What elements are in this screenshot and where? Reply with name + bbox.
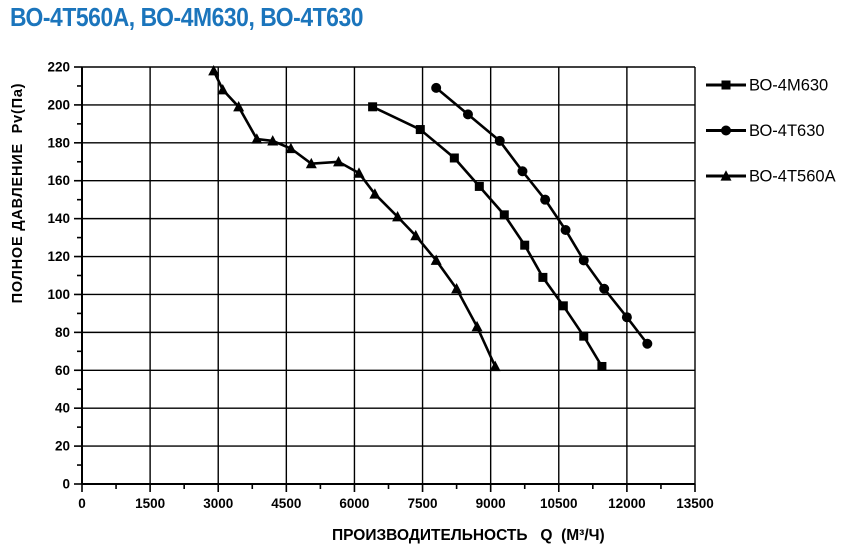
x-axis-label: ПРОИЗВОДИТЕЛЬНОСТЬ Q (М³/Ч) xyxy=(332,527,605,544)
legend-label: ВО-4М630 xyxy=(749,77,828,95)
circle-marker xyxy=(540,194,551,205)
y-tick-label: 80 xyxy=(55,325,70,340)
legend-item-vo-4t630: ВО-4Т630 xyxy=(706,122,825,140)
x-tick-label: 10500 xyxy=(540,496,578,511)
circle-marker xyxy=(721,125,731,136)
chart-title: ВО-4Т560А, ВО-4М630, ВО-4Т630 xyxy=(10,2,364,32)
square-marker xyxy=(721,80,731,90)
y-tick-label: 220 xyxy=(47,60,70,75)
x-tick-labels: 0 1500 3000 4500 6000 7500 9000 10500 12000 13500 xyxy=(78,496,714,511)
triangle-marker xyxy=(217,83,229,95)
triangle-marker xyxy=(285,142,297,154)
series-vo-4t630 xyxy=(431,82,653,349)
square-marker xyxy=(520,240,530,250)
circle-marker xyxy=(578,255,589,266)
series-line xyxy=(212,70,497,368)
circle-marker xyxy=(431,82,442,93)
triangle-marker xyxy=(720,170,732,181)
y-tick-label: 60 xyxy=(55,363,70,378)
triangle-marker xyxy=(410,229,422,241)
x-tick-label: 4500 xyxy=(271,496,301,511)
square-marker xyxy=(558,301,568,311)
square-marker xyxy=(579,331,589,341)
y-tick-label: 0 xyxy=(62,477,70,492)
circle-marker xyxy=(517,166,528,177)
square-marker xyxy=(415,125,425,135)
y-tick-label: 180 xyxy=(47,135,70,150)
triangle-marker xyxy=(267,135,279,146)
x-tick-label: 12000 xyxy=(608,496,646,511)
legend: ВО-4М630 ВО-4Т630 ВО-4Т560А xyxy=(706,77,836,186)
triangle-marker xyxy=(233,101,245,112)
triangle-marker xyxy=(208,64,220,76)
y-tick-labels: 0 20 40 60 80 100 120 140 160 180 200 220 xyxy=(47,60,70,492)
triangle-marker xyxy=(353,167,365,178)
y-tick-label: 40 xyxy=(55,401,70,416)
square-marker xyxy=(368,102,378,112)
x-tick-label: 0 xyxy=(78,496,86,511)
triangle-marker xyxy=(305,157,317,169)
series-vo-4m630 xyxy=(368,102,607,371)
legend-label: ВО-4Т560А xyxy=(749,168,836,186)
axes xyxy=(81,67,695,485)
square-marker xyxy=(449,153,459,163)
square-marker xyxy=(538,272,548,282)
triangle-marker xyxy=(392,210,404,222)
y-tick-label: 100 xyxy=(47,287,70,302)
triangle-marker xyxy=(451,282,463,294)
series-vo-4t560a xyxy=(208,64,501,372)
y-tick-label: 160 xyxy=(47,173,70,188)
axis-ticks xyxy=(74,66,696,492)
circle-marker xyxy=(642,338,653,349)
square-marker xyxy=(474,181,484,191)
series-line xyxy=(372,105,604,368)
grid xyxy=(81,66,696,485)
legend-item-vo-4t560a: ВО-4Т560А xyxy=(706,168,836,186)
x-tick-label: 7500 xyxy=(408,496,438,511)
y-tick-label: 20 xyxy=(55,439,70,454)
x-tick-label: 9000 xyxy=(476,496,506,511)
circle-marker xyxy=(621,312,632,323)
x-tick-label: 3000 xyxy=(203,496,233,511)
y-tick-label: 120 xyxy=(47,249,70,264)
triangle-marker xyxy=(333,155,345,167)
x-tick-label: 13500 xyxy=(676,496,714,511)
x-tick-label: 6000 xyxy=(339,496,369,511)
square-marker xyxy=(597,361,607,371)
legend-label: ВО-4Т630 xyxy=(749,122,825,140)
circle-marker xyxy=(462,109,473,120)
triangle-marker xyxy=(251,133,263,144)
series-line xyxy=(435,86,649,345)
y-axis-label: ПОЛНОЕ ДАВЛЕНИЕ Pv(Па) xyxy=(10,83,26,304)
circle-marker xyxy=(599,283,610,294)
x-tick-label: 1500 xyxy=(135,496,165,511)
triangle-marker xyxy=(369,188,381,199)
y-tick-label: 140 xyxy=(47,211,70,226)
triangle-marker xyxy=(430,254,442,265)
circle-marker xyxy=(494,135,505,146)
circle-marker xyxy=(560,225,571,236)
square-marker xyxy=(499,210,509,220)
triangle-marker xyxy=(471,320,483,332)
triangle-marker xyxy=(489,360,501,372)
legend-item-vo-4m630: ВО-4М630 xyxy=(706,77,828,95)
y-tick-label: 200 xyxy=(47,97,70,112)
